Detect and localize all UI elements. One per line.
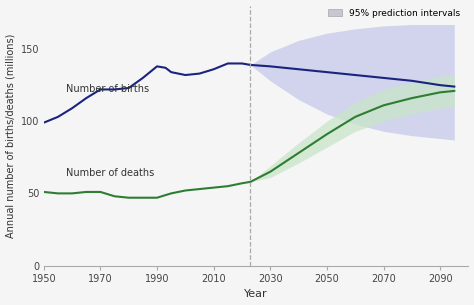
Text: Number of deaths: Number of deaths xyxy=(66,168,155,178)
Y-axis label: Annual number of births/deaths (millions): Annual number of births/deaths (millions… xyxy=(6,34,16,238)
X-axis label: Year: Year xyxy=(244,289,268,300)
Legend: 95% prediction intervals: 95% prediction intervals xyxy=(325,5,464,21)
Text: Number of births: Number of births xyxy=(66,84,150,94)
